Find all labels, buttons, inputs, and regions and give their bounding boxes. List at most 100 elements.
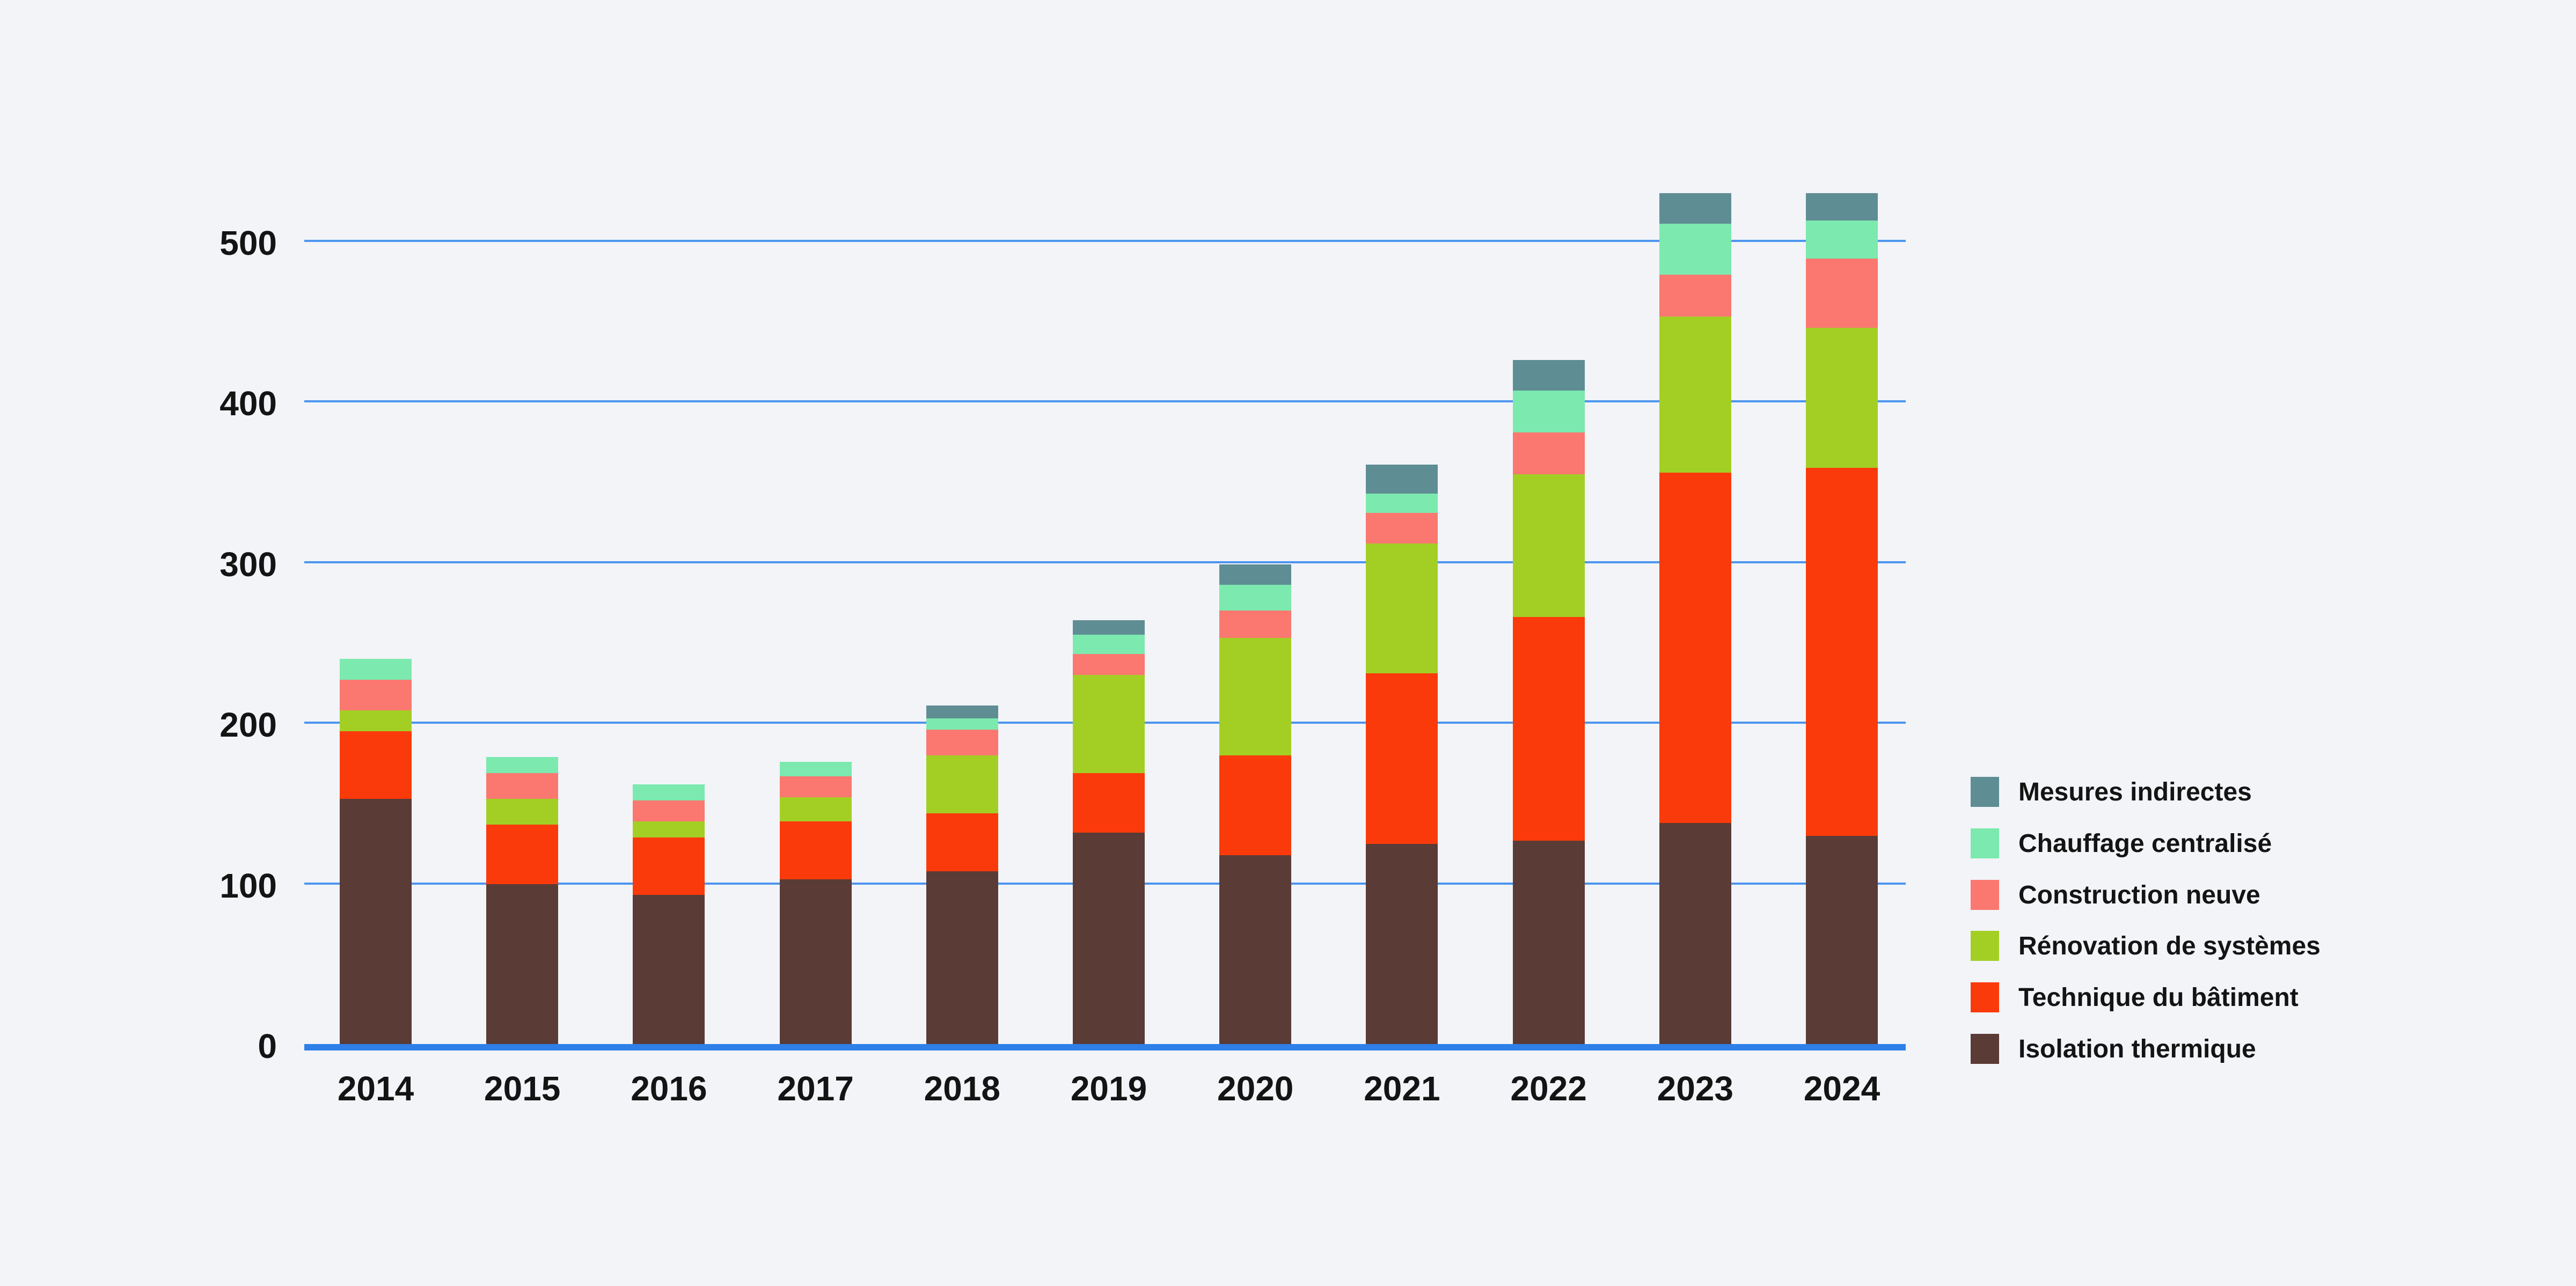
bar-2016 xyxy=(633,0,705,1046)
legend-swatch-icon xyxy=(1971,828,1999,858)
legend-item-Chauffage centralisé: Chauffage centralisé xyxy=(1971,828,2272,858)
legend-swatch-icon xyxy=(1971,1034,1999,1064)
bar-segment-2018-Chauffage centralisé xyxy=(926,718,998,730)
bar-segment-2021-Isolation thermique xyxy=(1366,843,1438,1046)
legend-label: Isolation thermique xyxy=(2018,1034,2256,1063)
bar-2024 xyxy=(1806,0,1878,1046)
bar-segment-2021-Technique du bâtiment xyxy=(1366,673,1438,844)
bar-segment-2015-Chauffage centralisé xyxy=(486,756,559,773)
bar-segment-2024-Chauffage centralisé xyxy=(1806,220,1878,259)
bar-segment-2017-Technique du bâtiment xyxy=(779,821,852,879)
bar-segment-2014-Technique du bâtiment xyxy=(340,731,412,799)
bar-2017 xyxy=(779,0,852,1046)
bar-segment-2018-Mesures indirectes xyxy=(926,706,998,718)
legend-label: Mesures indirectes xyxy=(2018,777,2252,806)
bar-2018 xyxy=(926,0,998,1046)
bar-segment-2018-Rénovation de systèmes xyxy=(926,755,998,813)
bar-segment-2015-Rénovation de systèmes xyxy=(486,798,559,825)
bar-segment-2024-Construction neuve xyxy=(1806,259,1878,328)
gridline-300 xyxy=(304,561,1906,563)
y-axis-tick-label-200: 200 xyxy=(219,706,277,744)
bar-segment-2017-Isolation thermique xyxy=(779,879,852,1046)
bar-segment-2020-Isolation thermique xyxy=(1219,855,1292,1046)
bar-segment-2024-Technique du bâtiment xyxy=(1806,467,1878,836)
bar-segment-2024-Mesures indirectes xyxy=(1806,193,1878,221)
y-axis-tick-label-0: 0 xyxy=(258,1027,277,1065)
bar-segment-2022-Chauffage centralisé xyxy=(1512,391,1585,432)
bar-segment-2017-Construction neuve xyxy=(779,776,852,797)
legend-item-Rénovation de systèmes: Rénovation de systèmes xyxy=(1971,931,2321,961)
x-axis-label-2014: 2014 xyxy=(337,1069,414,1108)
bar-segment-2014-Rénovation de systèmes xyxy=(340,710,412,731)
bar-segment-2023-Chauffage centralisé xyxy=(1659,223,1731,275)
x-axis-label-2021: 2021 xyxy=(1364,1069,1440,1108)
bar-segment-2023-Rénovation de systèmes xyxy=(1659,317,1731,473)
bar-2014 xyxy=(340,0,412,1046)
bar-segment-2018-Technique du bâtiment xyxy=(926,813,998,871)
bar-segment-2021-Rénovation de systèmes xyxy=(1366,543,1438,674)
x-axis-label-2018: 2018 xyxy=(924,1069,1000,1108)
legend-item-Technique du bâtiment: Technique du bâtiment xyxy=(1971,982,2299,1012)
bar-segment-2017-Rénovation de systèmes xyxy=(779,797,852,821)
legend-label: Construction neuve xyxy=(2018,880,2260,909)
x-axis-label-2023: 2023 xyxy=(1657,1069,1733,1108)
bar-segment-2016-Rénovation de systèmes xyxy=(633,821,705,837)
bar-segment-2018-Construction neuve xyxy=(926,729,998,755)
bar-2022 xyxy=(1512,0,1585,1046)
bar-2023 xyxy=(1659,0,1731,1046)
legend-item-Mesures indirectes: Mesures indirectes xyxy=(1971,777,2252,807)
legend-swatch-icon xyxy=(1971,931,1999,961)
bar-segment-2020-Rénovation de systèmes xyxy=(1219,638,1292,755)
bar-segment-2014-Chauffage centralisé xyxy=(340,659,412,680)
y-axis-tick-label-300: 300 xyxy=(219,545,277,584)
bar-segment-2024-Rénovation de systèmes xyxy=(1806,328,1878,468)
bar-segment-2022-Mesures indirectes xyxy=(1512,360,1585,391)
legend-item-Construction neuve: Construction neuve xyxy=(1971,880,2260,910)
bar-segment-2019-Mesures indirectes xyxy=(1073,620,1145,635)
bar-segment-2014-Construction neuve xyxy=(340,680,412,711)
bar-segment-2016-Chauffage centralisé xyxy=(633,784,705,800)
gridline-500 xyxy=(304,239,1906,242)
bar-2020 xyxy=(1219,0,1292,1046)
bar-segment-2015-Technique du bâtiment xyxy=(486,824,559,884)
bar-segment-2020-Construction neuve xyxy=(1219,611,1292,638)
bar-segment-2019-Construction neuve xyxy=(1073,654,1145,675)
bar-2019 xyxy=(1073,0,1145,1046)
bar-segment-2024-Isolation thermique xyxy=(1806,835,1878,1046)
bar-segment-2019-Rénovation de systèmes xyxy=(1073,675,1145,773)
y-axis-tick-label-400: 400 xyxy=(219,384,277,423)
bar-segment-2022-Construction neuve xyxy=(1512,432,1585,474)
bar-segment-2022-Isolation thermique xyxy=(1512,840,1585,1046)
bar-segment-2022-Rénovation de systèmes xyxy=(1512,474,1585,618)
x-axis-label-2015: 2015 xyxy=(484,1069,561,1108)
y-axis-tick-label-100: 100 xyxy=(219,866,277,905)
gridline-400 xyxy=(304,400,1906,402)
bar-segment-2023-Mesures indirectes xyxy=(1659,193,1731,224)
x-axis-label-2020: 2020 xyxy=(1217,1069,1294,1108)
legend-label: Rénovation de systèmes xyxy=(2018,931,2321,960)
bar-segment-2021-Mesures indirectes xyxy=(1366,464,1438,494)
legend-swatch-icon xyxy=(1971,777,1999,807)
bar-segment-2021-Construction neuve xyxy=(1366,512,1438,543)
legend-swatch-icon xyxy=(1971,982,1999,1012)
x-axis-label-2022: 2022 xyxy=(1510,1069,1587,1108)
bar-segment-2019-Technique du bâtiment xyxy=(1073,773,1145,833)
bar-segment-2020-Technique du bâtiment xyxy=(1219,755,1292,855)
bar-segment-2023-Construction neuve xyxy=(1659,275,1731,317)
bar-2015 xyxy=(486,0,559,1046)
bar-2021 xyxy=(1366,0,1438,1046)
x-axis-label-2016: 2016 xyxy=(631,1069,707,1108)
bar-segment-2015-Isolation thermique xyxy=(486,884,559,1046)
bar-segment-2018-Isolation thermique xyxy=(926,871,998,1046)
legend-swatch-icon xyxy=(1971,880,1999,910)
y-axis-tick-label-500: 500 xyxy=(219,223,277,262)
bar-segment-2016-Isolation thermique xyxy=(633,895,705,1046)
bar-segment-2020-Chauffage centralisé xyxy=(1219,585,1292,611)
bar-segment-2019-Chauffage centralisé xyxy=(1073,635,1145,655)
bar-segment-2023-Isolation thermique xyxy=(1659,822,1731,1046)
bar-segment-2023-Technique du bâtiment xyxy=(1659,472,1731,823)
bar-segment-2022-Technique du bâtiment xyxy=(1512,617,1585,841)
x-axis-baseline xyxy=(304,1044,1906,1050)
x-axis-label-2019: 2019 xyxy=(1070,1069,1147,1108)
